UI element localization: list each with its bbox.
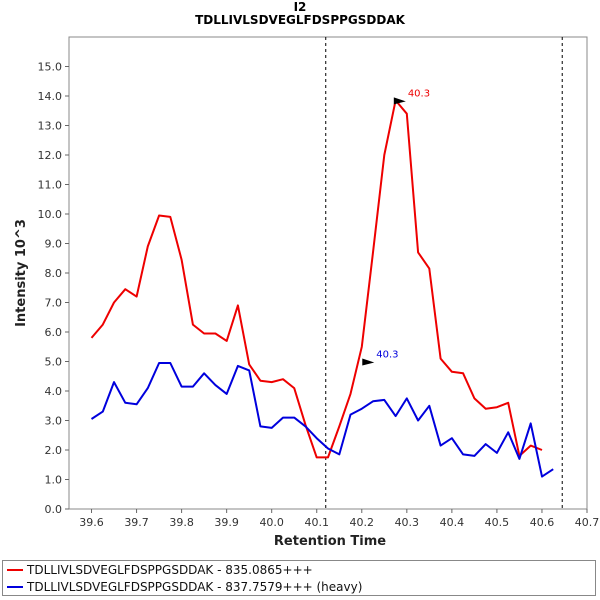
peak-marker-0 [393, 97, 406, 105]
x-tick-label: 40.0 [259, 516, 284, 529]
y-tick-label: 3.0 [45, 415, 63, 428]
chart-subtitle: TDLLIVLSDVEGLFDSPPGSDDAK [195, 13, 406, 27]
x-tick-label: 40.7 [575, 516, 600, 529]
legend-item-light: TDLLIVLSDVEGLFDSPPGSDDAK - 835.0865+++ [7, 562, 313, 578]
x-axis-label: Retention Time [274, 534, 386, 549]
x-tick-label: 40.1 [304, 516, 329, 529]
peak-label-1: 40.3 [376, 350, 398, 361]
y-tick-label: 5.0 [45, 356, 63, 369]
peak-marker-1 [362, 358, 375, 366]
x-tick-label: 40.6 [530, 516, 555, 529]
legend-label-light: TDLLIVLSDVEGLFDSPPGSDDAK - 835.0865+++ [27, 563, 313, 577]
legend: TDLLIVLSDVEGLFDSPPGSDDAK - 835.0865+++ T… [2, 560, 596, 596]
y-tick-label: 14.0 [38, 90, 63, 103]
y-tick-label: 2.0 [45, 444, 63, 457]
x-tick-label: 39.8 [169, 516, 194, 529]
y-tick-label: 8.0 [45, 267, 63, 280]
series-layer: 40.3 40.3 [90, 88, 554, 478]
y-axis: 0.0 1.0 2.0 3.0 4.0 5.0 6.0 7.0 8.0 9.0 10.0 11.0 12… [38, 61, 69, 516]
y-tick-label: 7.0 [45, 297, 63, 310]
y-tick-label: 11.0 [38, 179, 63, 192]
y-tick-label: 6.0 [45, 326, 63, 339]
x-tick-label: 40.3 [395, 516, 420, 529]
x-tick-label: 40.2 [350, 516, 375, 529]
y-tick-label: 13.0 [38, 120, 63, 133]
x-axis: 39.6 39.7 39.8 39.9 40.0 40.1 40.2 40.3 40.4 40.5… [79, 509, 599, 529]
series-line-1 [90, 362, 554, 478]
y-tick-label: 0.0 [45, 503, 63, 516]
x-tick-label: 39.9 [214, 516, 239, 529]
legend-swatch-heavy [7, 586, 23, 588]
legend-item-heavy: TDLLIVLSDVEGLFDSPPGSDDAK - 837.7579+++ (… [7, 579, 362, 595]
plot-area [68, 36, 588, 510]
peak-label-0: 40.3 [408, 88, 430, 99]
series-line-0 [90, 99, 543, 459]
boundary-lines [325, 37, 563, 509]
x-tick-label: 40.4 [440, 516, 465, 529]
chart-title: I2 [294, 0, 307, 14]
y-axis-label: Intensity 10^3 [14, 219, 29, 327]
y-tick-label: 9.0 [45, 238, 63, 251]
x-tick-label: 40.5 [485, 516, 510, 529]
y-tick-label: 12.0 [38, 149, 63, 162]
y-tick-label: 1.0 [45, 474, 63, 487]
chromatogram-chart: I2 TDLLIVLSDVEGLFDSPPGSDDAK 0.0 1.0 2.0 3.0… [14, 0, 599, 549]
y-tick-label: 4.0 [45, 385, 63, 398]
y-tick-label: 15.0 [38, 61, 63, 74]
legend-label-heavy: TDLLIVLSDVEGLFDSPPGSDDAK - 837.7579+++ (… [27, 580, 363, 594]
x-tick-label: 39.6 [79, 516, 104, 529]
x-tick-label: 39.7 [124, 516, 149, 529]
legend-swatch-light [7, 569, 23, 571]
y-tick-label: 10.0 [38, 208, 63, 221]
